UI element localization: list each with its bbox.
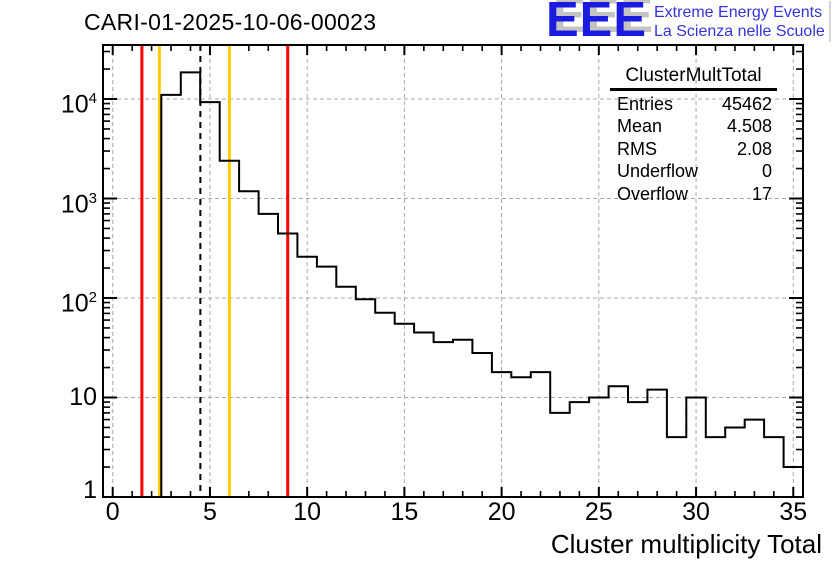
logo-edge-line [829,1,831,42]
stats-row-mean: Mean 4.508 [610,116,777,139]
x-tick-label: 15 [390,498,419,526]
plot-frame [102,44,804,498]
y-tick-label: 103 [60,189,97,218]
stats-value: 45462 [721,93,772,114]
stats-label: RMS [617,138,657,159]
stats-label: Mean [617,116,663,137]
y-tick-label: 10 [69,382,97,411]
stats-value: 2.08 [736,138,772,159]
stats-value: 0 [761,161,772,182]
x-axis-title: Cluster multiplicity Total [550,529,822,559]
y-tick-label: 104 [60,90,97,119]
x-tick-label: 25 [584,498,613,526]
stats-title: ClusterMultTotal [610,66,777,91]
stats-row-rms: RMS 2.08 [610,138,777,161]
logo-tagline-it: La Scienza nelle Scuole [654,23,825,40]
y-tick-label: 1 [83,476,97,504]
stats-label: Overflow [617,183,689,204]
stats-label: Underflow [617,161,699,182]
logo-tagline-en: Extreme Energy Events [654,4,823,21]
stats-rows: Entries 45462 Mean 4.508 RMS 2.08 Underf… [610,93,777,206]
stats-row-entries: Entries 45462 [610,93,777,116]
stats-panel: ClusterMultTotal Entries 45462 Mean 4.50… [610,66,777,206]
stats-row-underflow: Underflow 0 [610,161,777,184]
y-axis-tick-labels: 1 10 102 103 104 [0,0,97,572]
x-tick-label: 20 [487,498,516,526]
stats-value: 4.508 [726,116,772,137]
stats-row-overflow: Overflow 17 [610,183,777,206]
x-tick-label: 0 [105,498,120,526]
x-tick-label: 5 [202,498,217,526]
x-tick-label: 35 [779,498,808,526]
x-axis-tick-labels: 0 5 10 15 20 25 30 35 [0,498,836,526]
x-tick-label: 30 [682,498,710,526]
eee-logo: EEE [546,0,648,47]
stats-label: Entries [617,93,674,114]
y-tick-label: 102 [60,289,97,318]
page-title: CARI-01-2025-10-06-00023 [84,9,377,35]
stats-value: 17 [751,183,772,204]
x-tick-label: 10 [293,498,322,526]
histogram-line [103,71,804,498]
